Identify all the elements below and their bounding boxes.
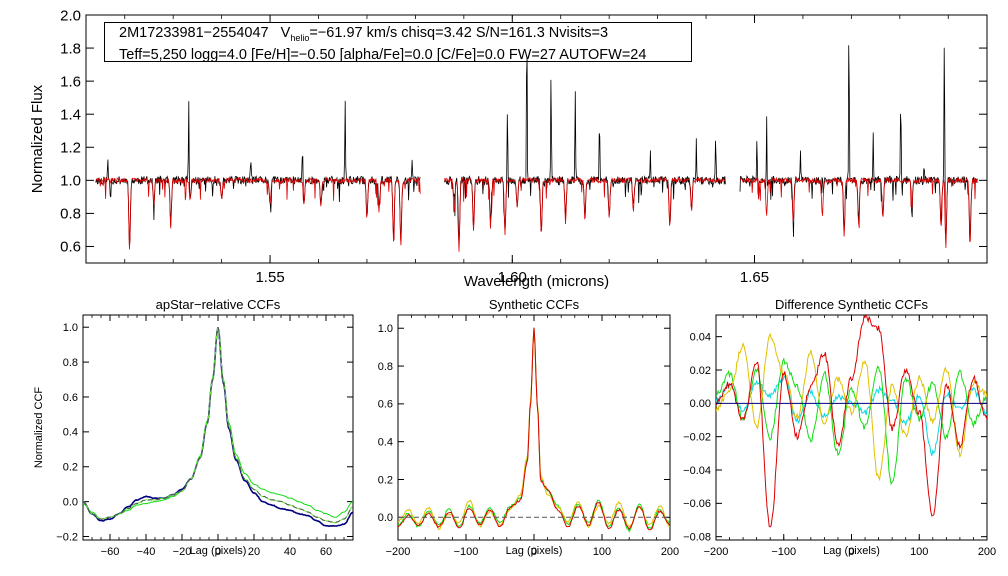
x-tick-label: 200 (978, 546, 996, 558)
y-tick-label: 0.2 (63, 462, 78, 474)
y-tick-label: 0.6 (60, 239, 81, 256)
y-tick-label: 0.00 (690, 398, 711, 410)
x-tick-label: 60 (320, 546, 332, 558)
ccf-series-green (716, 357, 987, 486)
y-axis-label: Normalized Flux (29, 84, 46, 193)
x-axis-label: Lag (pixels) (506, 545, 563, 557)
x-tick-label: −100 (771, 546, 796, 558)
x-tick-label: −200 (704, 546, 729, 558)
ccf-series-yellow (716, 333, 987, 482)
x-tick-label: −200 (386, 546, 411, 558)
star-id: 2M17233981−2554047 (119, 25, 269, 41)
axes-frame (715, 314, 988, 541)
x-tick-label: −100 (454, 546, 479, 558)
y-tick-label: 0.4 (63, 427, 78, 439)
x-tick-label: 100 (910, 546, 928, 558)
chart-title: Difference Synthetic CCFs (775, 297, 928, 312)
x-tick-label: −40 (137, 546, 156, 558)
chart-title: apStar−relative CCFs (156, 297, 281, 312)
y-tick-label: −0.04 (683, 465, 711, 477)
ccf-series-red (716, 315, 987, 528)
y-tick-label: 0.0 (63, 496, 78, 508)
ccf-series-cyan (716, 375, 987, 456)
y-tick-label: −0.2 (56, 531, 78, 543)
chart-title: Synthetic CCFs (489, 297, 580, 312)
x-tick-label: 1.60 (498, 269, 527, 286)
model-spectrum-chip-3 (739, 176, 978, 249)
y-tick-label: 1.2 (60, 140, 81, 157)
x-tick-label: −60 (101, 546, 120, 558)
y-tick-label: 1.4 (60, 106, 81, 123)
y-tick-label: 0.6 (378, 399, 393, 411)
ccf-series-visit-1 (83, 327, 353, 528)
observed-spectrum-chip-1 (95, 100, 421, 247)
x-tick-label: 0 (848, 546, 854, 558)
ccf-series-visit-1 (398, 328, 670, 533)
y-tick-label: −0.02 (683, 432, 711, 444)
y-tick-label: 2.0 (60, 7, 81, 24)
x-tick-label: −20 (173, 546, 192, 558)
y-tick-label: −0.06 (683, 498, 711, 510)
y-tick-label: 1.8 (60, 40, 81, 57)
stellar-params: Teff=5,250 logg=4.0 [Fe/H]=−0.50 [alpha/… (119, 46, 647, 63)
y-tick-label: 1.0 (63, 322, 78, 334)
x-tick-label: 1.65 (740, 269, 769, 286)
y-tick-label: 0.6 (63, 392, 78, 404)
model-spectrum-chip-1 (95, 176, 421, 250)
x-tick-label: 20 (248, 546, 260, 558)
axes-frame (82, 314, 354, 541)
ccf-series-visit-2 (83, 327, 353, 520)
x-tick-label: 100 (593, 546, 611, 558)
spectrum-panel: 1.55 1.60 1.65 0.6 0.8 1.0 1.2 1.4 1.6 1.8 2.0 Wave… (29, 7, 988, 290)
y-tick-label: 0.8 (378, 361, 393, 373)
chisq-value: chisq=3.42 (401, 25, 472, 41)
y-tick-label: 0.2 (378, 474, 393, 486)
synthetic-ccf-panel: −200 −100 0 100 200 0.0 0.2 0.4 0.6 0.8 1.0 Synthet… (378, 297, 679, 558)
y-axis-label: Normalized CCF (33, 387, 45, 469)
vhelio-label: Vhelio=−61.97 km/s (280, 25, 398, 43)
y-tick-label: 1.0 (60, 173, 81, 190)
x-tick-label: 0 (215, 546, 221, 558)
x-tick-label: 40 (284, 546, 296, 558)
nvisits-value: Nvisits=3 (548, 25, 609, 41)
difference-ccf-panel: −200 −100 0 100 200 −0.08 −0.06 −0.04 −0.02 0.00 0… (683, 297, 996, 558)
ccf-series-combined (83, 326, 353, 524)
axes-frame (85, 14, 988, 264)
x-tick-label: 200 (661, 546, 679, 558)
y-tick-label: 0.8 (63, 357, 78, 369)
y-tick-label: 0.4 (378, 437, 393, 449)
y-tick-label: 1.0 (378, 323, 393, 335)
x-axis-label: Lag (pixels) (823, 545, 880, 557)
x-tick-label: 1.55 (255, 269, 284, 286)
x-axis-label: Lag (pixels) (190, 545, 247, 557)
model-spectrum-chip-2 (444, 176, 726, 252)
y-tick-label: 0.02 (690, 365, 711, 377)
x-tick-label: 0 (531, 546, 537, 558)
y-tick-label: 0.0 (378, 512, 393, 524)
ccf-series-visit-2 (398, 327, 670, 531)
y-tick-label: 0.04 (690, 332, 711, 344)
ccf-series-visit-3 (398, 327, 670, 531)
spectrum-info-box: 2M17233981−2554047 Vhelio=−61.97 km/s ch… (104, 22, 692, 63)
axes-frame (397, 314, 671, 541)
x-axis-label: Wavelength (microns) (464, 273, 609, 290)
snr-value: S/N=161.3 (475, 25, 545, 41)
y-tick-label: 1.6 (60, 73, 81, 90)
ccf-series-visit-3 (83, 327, 353, 524)
y-tick-label: 0.8 (60, 206, 81, 223)
y-tick-label: −0.08 (683, 532, 711, 544)
apstar-ccf-panel: −60 −40 −20 0 20 40 60 −0.2 0.0 0.2 0.4 0.6 0.8 1.0 ap… (33, 297, 354, 558)
